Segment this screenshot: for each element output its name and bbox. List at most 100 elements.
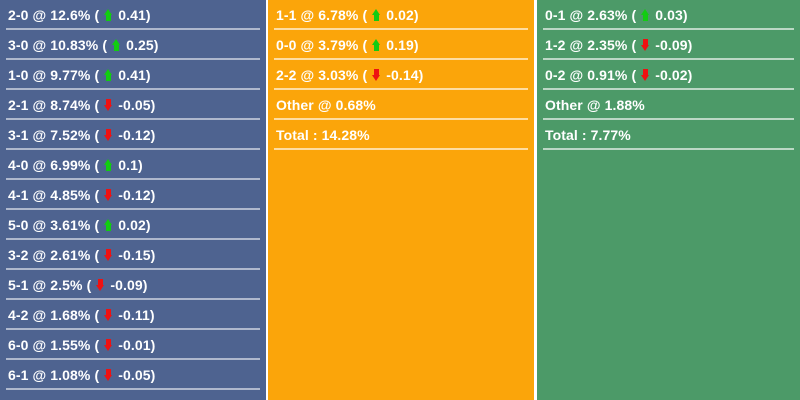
- scoreline-text: 3-2 @ 2.61% (-0.15): [8, 248, 155, 262]
- paren-close: ): [150, 337, 156, 353]
- delta-group: -0.12: [103, 127, 151, 143]
- scoreline-row[interactable]: 4-1 @ 4.85% (-0.12): [0, 180, 266, 210]
- delta-group: 0.19: [371, 38, 414, 52]
- delta-value: -0.05: [118, 97, 151, 113]
- scoreline-row[interactable]: Other @ 0.68%: [268, 90, 534, 120]
- scoreline-label: 1-0 @ 9.77% (: [8, 67, 100, 83]
- scoreline-text: 0-1 @ 2.63% ( 0.03): [545, 8, 688, 22]
- paren-close: ): [142, 277, 148, 293]
- paren-close: ): [149, 307, 155, 323]
- scoreline-label: 5-0 @ 3.61% (: [8, 217, 100, 233]
- paren-close: ): [150, 187, 156, 203]
- paren-close: ): [682, 7, 688, 23]
- scoreline-label: 2-2 @ 3.03% (: [276, 67, 368, 83]
- scoreline-row[interactable]: 3-1 @ 7.52% (-0.12): [0, 120, 266, 150]
- paren-close: ): [418, 67, 424, 83]
- delta-group: -0.01: [103, 337, 151, 353]
- scoreline-row[interactable]: 6-0 @ 1.55% (-0.01): [0, 330, 266, 360]
- scoreline-summary-label: Total : 7.77%: [545, 127, 631, 143]
- arrow-down-icon: [104, 369, 113, 381]
- scoreline-text: 4-2 @ 1.68% (-0.11): [8, 308, 155, 322]
- paren-close: ): [150, 367, 156, 383]
- column-divider-2: [534, 0, 537, 400]
- scoreline-text: Total : 14.28%: [276, 128, 370, 142]
- delta-value: -0.09: [110, 277, 143, 293]
- delta-group: -0.11: [103, 308, 150, 322]
- scoreline-label: 1-2 @ 2.35% (: [545, 37, 637, 53]
- delta-value: 0.02: [118, 217, 146, 233]
- arrow-down-icon: [641, 39, 650, 51]
- arrow-down-icon: [104, 189, 113, 201]
- delta-value: -0.12: [118, 187, 151, 203]
- delta-group: 0.03: [640, 8, 683, 22]
- scoreline-label: 0-2 @ 0.91% (: [545, 67, 637, 83]
- scoreline-text: 6-0 @ 1.55% (-0.01): [8, 338, 155, 352]
- delta-value: -0.01: [118, 337, 151, 353]
- scoreline-text: 2-1 @ 8.74% (-0.05): [8, 98, 155, 112]
- scoreline-row[interactable]: 2-2 @ 3.03% (-0.14): [268, 60, 534, 90]
- scoreline-row[interactable]: 0-1 @ 2.63% ( 0.03): [537, 0, 800, 30]
- scoreline-label: 0-1 @ 2.63% (: [545, 7, 637, 23]
- scoreline-row[interactable]: 3-0 @ 10.83% (0.25): [0, 30, 266, 60]
- delta-value: -0.09: [655, 37, 688, 53]
- scoreline-text: 4-0 @ 6.99% (0.1): [8, 158, 143, 172]
- scoreline-row[interactable]: 3-2 @ 2.61% (-0.15): [0, 240, 266, 270]
- arrow-down-icon: [96, 279, 105, 291]
- scoreline-text: 1-0 @ 9.77% ( 0.41): [8, 68, 151, 82]
- scoreline-row[interactable]: 4-2 @ 1.68% (-0.11): [0, 300, 266, 330]
- scoreline-row[interactable]: 1-2 @ 2.35% (-0.09): [537, 30, 800, 60]
- delta-value: 0.1: [118, 157, 138, 173]
- draw-column: 1-1 @ 6.78% (0.02) 0-0 @ 3.79% (0.19) 2-2 …: [268, 0, 534, 400]
- scoreline-row[interactable]: 0-2 @ 0.91% (-0.02): [537, 60, 800, 90]
- delta-group: 0.02: [371, 8, 414, 22]
- scoreline-row[interactable]: 1-0 @ 9.77% ( 0.41): [0, 60, 266, 90]
- delta-value: 0.02: [386, 7, 414, 23]
- delta-value: -0.15: [118, 247, 151, 263]
- scoreline-row[interactable]: Total : 14.28%: [268, 120, 534, 150]
- scoreline-summary-label: Other @ 0.68%: [276, 97, 376, 113]
- paren-close: ): [145, 67, 151, 83]
- scoreline-row[interactable]: Other @ 1.88%: [537, 90, 800, 120]
- scoreline-row[interactable]: 2-0 @ 12.6% (0.41): [0, 0, 266, 30]
- arrow-down-icon: [104, 249, 113, 261]
- paren-close: ): [145, 217, 151, 233]
- delta-group: 0.1: [103, 158, 138, 172]
- scoreline-text: 3-1 @ 7.52% (-0.12): [8, 128, 155, 142]
- scoreline-label: 2-1 @ 8.74% (: [8, 97, 100, 113]
- scoreline-text: 2-0 @ 12.6% (0.41): [8, 8, 151, 22]
- scoreline-text: Total : 7.77%: [545, 128, 631, 142]
- delta-value: 0.03: [655, 7, 683, 23]
- scoreline-row[interactable]: 0-0 @ 3.79% (0.19): [268, 30, 534, 60]
- scoreline-text: 1-1 @ 6.78% (0.02): [276, 8, 419, 22]
- arrow-up-icon: [372, 39, 381, 51]
- delta-group: 0.41: [103, 8, 146, 22]
- scoreline-row[interactable]: Total : 7.77%: [537, 120, 800, 150]
- scoreline-row[interactable]: 4-0 @ 6.99% (0.1): [0, 150, 266, 180]
- delta-value: 0.41: [118, 7, 146, 23]
- scoreline-row[interactable]: 2-1 @ 8.74% (-0.05): [0, 90, 266, 120]
- arrow-down-icon: [372, 69, 381, 81]
- home-win-column: 2-0 @ 12.6% (0.41) 3-0 @ 10.83% (0.25) 1-0…: [0, 0, 266, 400]
- arrow-up-icon: [104, 69, 113, 81]
- delta-value: -0.12: [118, 127, 151, 143]
- delta-group: -0.15: [103, 247, 151, 263]
- scoreline-summary-label: Total : 14.28%: [276, 127, 370, 143]
- delta-value: 0.41: [118, 67, 146, 83]
- scoreline-row[interactable]: 5-0 @ 3.61% ( 0.02): [0, 210, 266, 240]
- scoreline-row[interactable]: 6-1 @ 1.08% (-0.05): [0, 360, 266, 390]
- paren-close: ): [413, 7, 419, 23]
- scoreline-row[interactable]: 5-1 @ 2.5% (-0.09): [0, 270, 266, 300]
- delta-group: -0.05: [103, 97, 151, 113]
- delta-group: -0.05: [103, 368, 151, 382]
- scoreline-text: 4-1 @ 4.85% (-0.12): [8, 188, 155, 202]
- scoreline-row[interactable]: 1-1 @ 6.78% (0.02): [268, 0, 534, 30]
- arrow-up-icon: [104, 219, 113, 231]
- paren-close: ): [137, 157, 143, 173]
- delta-group: -0.12: [103, 187, 151, 203]
- delta-group: 0.41: [103, 68, 146, 82]
- scoreline-text: 2-2 @ 3.03% (-0.14): [276, 68, 423, 82]
- delta-group: 0.02: [103, 218, 146, 232]
- paren-close: ): [413, 37, 419, 53]
- scoreline-text: 0-0 @ 3.79% (0.19): [276, 38, 419, 52]
